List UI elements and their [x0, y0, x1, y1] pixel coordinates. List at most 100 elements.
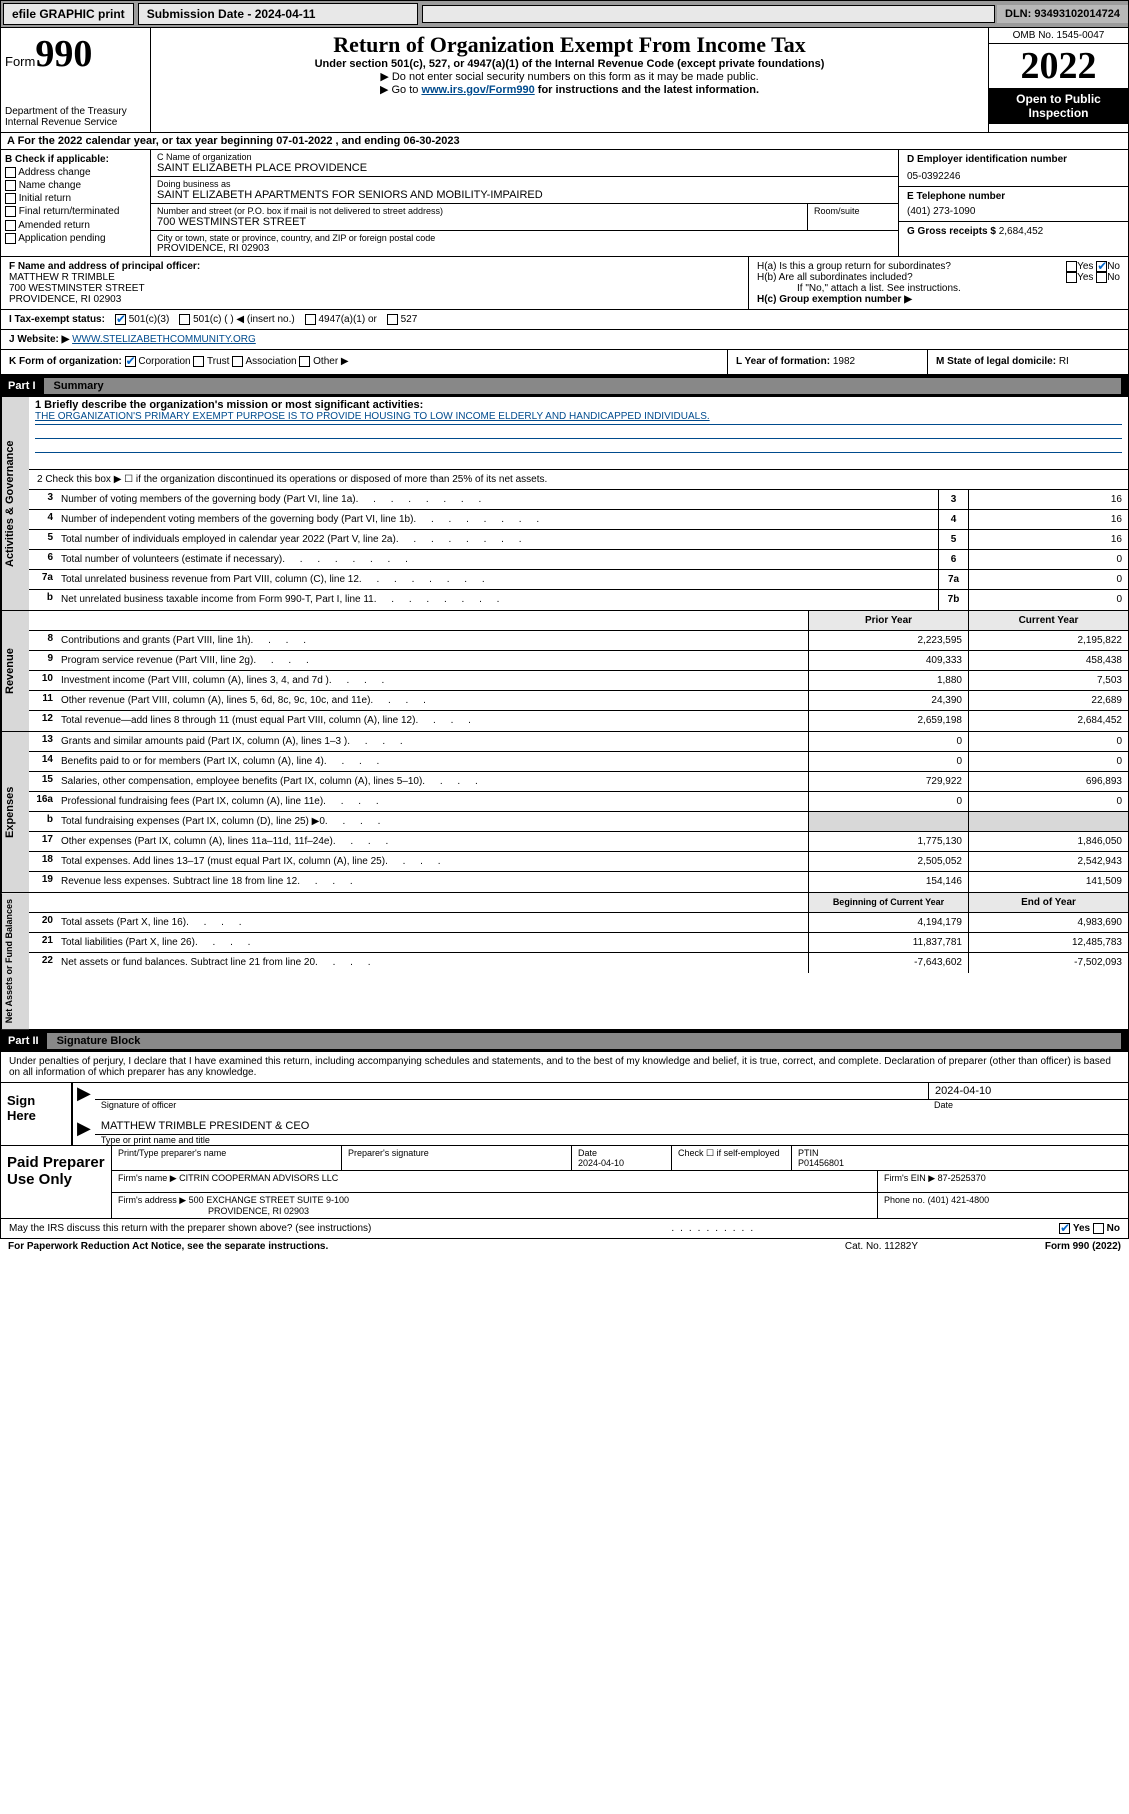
chk-527[interactable]: [387, 314, 398, 325]
box-b-label: B Check if applicable:: [5, 154, 146, 165]
ln-curr: 0: [968, 792, 1128, 811]
chk-address-change[interactable]: [5, 167, 16, 178]
form-subtitle-3: ▶ Go to www.irs.gov/Form990 for instruct…: [161, 83, 978, 96]
chk-corp[interactable]: [125, 356, 136, 367]
ln-val: 0: [968, 590, 1128, 610]
ln-text: Number of voting members of the governin…: [57, 490, 938, 509]
vtab-netassets: Net Assets or Fund Balances: [1, 893, 29, 1029]
ln-num: b: [29, 812, 57, 831]
hdr-spacer2: [57, 611, 808, 630]
chk-hb-no[interactable]: [1096, 272, 1107, 283]
chk-other[interactable]: [299, 356, 310, 367]
officer-name: MATTHEW R TRIMBLE: [9, 272, 740, 283]
chk-hb-yes[interactable]: [1066, 272, 1077, 283]
ln-text: Net unrelated business taxable income fr…: [57, 590, 938, 610]
ln-num: 17: [29, 832, 57, 851]
form-title: Return of Organization Exempt From Incom…: [161, 32, 978, 58]
hb-no: No: [1107, 272, 1120, 283]
chk-501c[interactable]: [179, 314, 190, 325]
ln-curr: [968, 812, 1128, 831]
line-k: K Form of organization: Corporation Trus…: [1, 350, 728, 373]
box-deg: D Employer identification number 05-0392…: [898, 150, 1128, 256]
ln-prior: 1,880: [808, 671, 968, 690]
chk-ha-no[interactable]: [1096, 261, 1107, 272]
ln-num: 19: [29, 872, 57, 892]
ln-num: 9: [29, 651, 57, 670]
m-value: RI: [1059, 356, 1069, 367]
firm-addr1: 500 EXCHANGE STREET SUITE 9-100: [189, 1195, 349, 1205]
firm-phone-value: (401) 421-4800: [928, 1195, 990, 1205]
col-prior-year: Prior Year: [808, 611, 968, 630]
prep-hdr-name: Print/Type preparer's name: [112, 1146, 342, 1170]
chk-app-pending[interactable]: [5, 233, 16, 244]
m-label: M State of legal domicile:: [936, 356, 1056, 367]
ln-text: Benefits paid to or for members (Part IX…: [57, 752, 808, 771]
sig-date-value: 2024-04-10: [928, 1083, 1128, 1099]
chk-amended[interactable]: [5, 220, 16, 231]
submission-date-button[interactable]: Submission Date - 2024-04-11: [138, 3, 418, 25]
ln-num: 21: [29, 933, 57, 952]
ln-text: Investment income (Part VIII, column (A)…: [57, 671, 808, 690]
ln-prior: 0: [808, 792, 968, 811]
officer-sig-field[interactable]: [95, 1083, 928, 1099]
mission-blank-3: [35, 453, 1122, 467]
chk-discuss-yes[interactable]: [1059, 1223, 1070, 1234]
toolbar-spacer: [422, 5, 995, 23]
tax-year-line: A For the 2022 calendar year, or tax yea…: [0, 133, 1129, 150]
efile-print-button[interactable]: efile GRAPHIC print: [3, 3, 134, 25]
ln-box: 6: [938, 550, 968, 569]
officer-name-value: MATTHEW TRIMBLE PRESIDENT & CEO: [95, 1118, 1128, 1135]
ln-curr: 1,846,050: [968, 832, 1128, 851]
form-header: Form990 Department of the Treasury Inter…: [0, 28, 1129, 133]
chk-name-change[interactable]: [5, 180, 16, 191]
part-ii-header: Part II Signature Block: [0, 1030, 1129, 1052]
website-link[interactable]: WWW.STELIZABETHCOMMUNITY.ORG: [72, 334, 256, 345]
ln-text: Professional fundraising fees (Part IX, …: [57, 792, 808, 811]
prep-hdr-sig: Preparer's signature: [342, 1146, 572, 1170]
ln-prior: -7,643,602: [808, 953, 968, 973]
ln-curr: 141,509: [968, 872, 1128, 892]
box-h: H(a) Is this a group return for subordin…: [748, 257, 1128, 309]
chk-initial-return[interactable]: [5, 193, 16, 204]
omb-number: OMB No. 1545-0047: [989, 28, 1128, 44]
ln-num: 6: [29, 550, 57, 569]
city-value: PROVIDENCE, RI 02903: [157, 243, 892, 254]
street-value: 700 WESTMINSTER STREET: [157, 216, 801, 228]
chk-4947[interactable]: [305, 314, 316, 325]
firm-ein-label: Firm's EIN ▶: [884, 1173, 935, 1183]
chk-501c3[interactable]: [115, 314, 126, 325]
ln-num: 11: [29, 691, 57, 710]
form-number: 990: [35, 33, 92, 75]
line-klm: K Form of organization: Corporation Trus…: [0, 350, 1129, 374]
sign-here-block: Sign Here ▶ 2024-04-10 Signature of offi…: [0, 1083, 1129, 1146]
ln-prior: 154,146: [808, 872, 968, 892]
ln-num: 7a: [29, 570, 57, 589]
part-ii-title: Signature Block: [47, 1033, 1121, 1049]
chk-ha-yes[interactable]: [1066, 261, 1077, 272]
chk-discuss-no[interactable]: [1093, 1223, 1104, 1234]
ln-text: Total liabilities (Part X, line 26) . . …: [57, 933, 808, 952]
chk-assoc[interactable]: [232, 356, 243, 367]
footer-left: For Paperwork Reduction Act Notice, see …: [8, 1241, 845, 1252]
ln-prior: 0: [808, 752, 968, 771]
ln-text: Other expenses (Part IX, column (A), lin…: [57, 832, 808, 851]
ln-box: 4: [938, 510, 968, 529]
tax-year-big: 2022: [989, 44, 1128, 88]
form-subtitle-1: Under section 501(c), 527, or 4947(a)(1)…: [161, 58, 978, 70]
ln-val: 16: [968, 530, 1128, 549]
irs-link[interactable]: www.irs.gov/Form990: [421, 84, 534, 96]
mission-blank-1: [35, 425, 1122, 439]
ln-text: Salaries, other compensation, employee b…: [57, 772, 808, 791]
ln-num: 4: [29, 510, 57, 529]
opt-501c3: 501(c)(3): [129, 314, 170, 325]
ln-prior: 2,659,198: [808, 711, 968, 731]
ln-text: Total unrelated business revenue from Pa…: [57, 570, 938, 589]
ln-text: Net assets or fund balances. Subtract li…: [57, 953, 808, 973]
opt-4947: 4947(a)(1) or: [318, 314, 376, 325]
ln-prior: 1,775,130: [808, 832, 968, 851]
i-label: I Tax-exempt status:: [9, 314, 105, 325]
chk-final-return[interactable]: [5, 206, 16, 217]
ha-no: No: [1107, 261, 1120, 272]
page-footer: For Paperwork Reduction Act Notice, see …: [0, 1239, 1129, 1254]
chk-trust[interactable]: [193, 356, 204, 367]
